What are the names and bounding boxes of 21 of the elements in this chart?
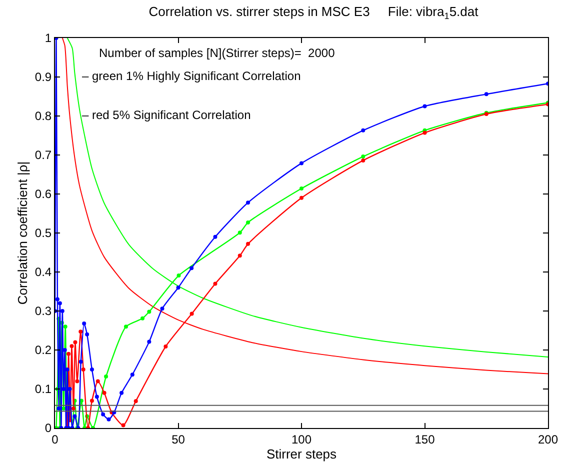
x-tick-label: 200 xyxy=(538,432,558,446)
y-tick-label: 0.2 xyxy=(34,343,52,358)
y-tick-label: 0.8 xyxy=(34,109,52,124)
annotation: – red 5% Significant Correlation xyxy=(82,108,251,122)
y-tick-label: 0.1 xyxy=(34,382,52,396)
x-tick-label: 150 xyxy=(414,432,436,446)
annotation: Number of samples [N](Stirrer steps)= 2000 xyxy=(99,46,336,60)
y-tick-label: 0.7 xyxy=(34,148,52,162)
y-tick-label: 1 xyxy=(44,31,52,46)
x-axis-title: Stirrer steps xyxy=(266,446,338,462)
y-tick-label: 0 xyxy=(44,421,52,436)
x-tick-label: 100 xyxy=(291,432,312,446)
annotation: – green 1% Highly Significant Correlation xyxy=(82,69,301,83)
y-tick-label: 0.6 xyxy=(34,187,52,202)
y-tick-label: 0.9 xyxy=(34,70,52,84)
y-tick-label: 0.5 xyxy=(34,226,52,240)
x-tick-label: 50 xyxy=(172,432,186,446)
chart-title: Correlation vs. stirrer steps in MSC E3 File: vibra$_{1}$5.dat xyxy=(148,4,479,21)
y-axis-title: Correlation coefficient |ρ| xyxy=(14,161,30,305)
y-tick-label: 0.4 xyxy=(34,265,52,280)
y-tick-label: 0.3 xyxy=(34,304,52,318)
